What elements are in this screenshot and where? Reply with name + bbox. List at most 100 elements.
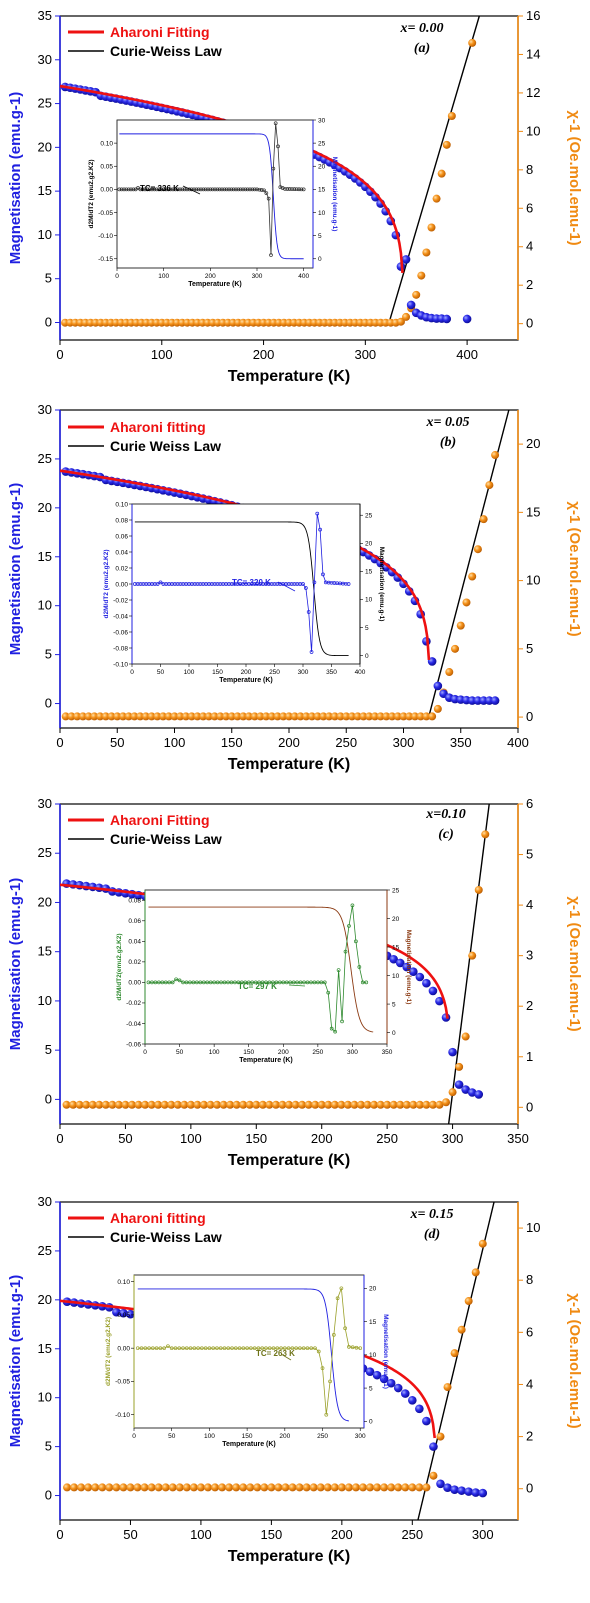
inset-y-tick-label: 0.10	[100, 140, 113, 147]
inset-d2m-point	[201, 187, 206, 192]
inset-d2m-point	[316, 980, 320, 985]
chi-inverse-point	[437, 169, 446, 178]
inset-chart: 0 50 100 150 200 250 300 350-0.06-0.04-0.020.00…	[116, 887, 412, 1064]
inset-d2m-point	[143, 1346, 148, 1351]
inset-d2m-point	[181, 980, 185, 985]
magnetisation-point	[462, 314, 472, 324]
magnetisation-point	[400, 1389, 410, 1398]
inset-d2m-point	[271, 980, 275, 985]
chi-inverse-point	[468, 38, 477, 47]
inset-x-tick-label: 300	[347, 1049, 358, 1056]
y-tick-label: 10	[38, 227, 52, 242]
inset-d2m-point	[191, 980, 196, 985]
inset-chart: 0 100 200 300 400-0.15-0.10-0.050.000.050.10…	[88, 117, 338, 288]
inset-d2m-point	[279, 1346, 283, 1351]
chi-inverse-point	[311, 1100, 320, 1109]
inset-x-tick-label: 0	[130, 669, 134, 676]
chi-inverse-point	[456, 621, 465, 630]
chi-inverse-point	[250, 712, 259, 721]
inset-d2m-point	[267, 980, 272, 985]
x-tick-label: 50	[118, 1131, 132, 1146]
inset-x-tick-label: 50	[168, 1433, 176, 1440]
chi-inverse-point	[118, 712, 127, 721]
inset-d2m-point	[157, 187, 161, 192]
inset-y2-tick-label: 10	[392, 973, 400, 980]
magnetisation-point	[415, 972, 425, 982]
chi-inverse-point	[176, 712, 185, 721]
chi-inverse-point	[258, 1100, 267, 1109]
inset-y2-axis-label: Magnetisation (emu.g-1)	[331, 157, 338, 232]
inset-chart: 0 50 100 150 200 250 300-0.10-0.050.000.050.10…	[105, 1274, 389, 1448]
chi-inverse-point	[70, 1483, 79, 1492]
chi-inverse-point	[409, 1100, 418, 1109]
chi-inverse-point	[428, 712, 437, 721]
inset-d2m-point	[285, 187, 290, 191]
y-tick-label: 20	[38, 1292, 52, 1307]
chi-inverse-point	[296, 712, 305, 721]
inset-d2m-point	[239, 980, 244, 985]
y2-tick-label: 10	[526, 1220, 540, 1235]
x-tick-label: 150	[261, 1527, 283, 1542]
legend-label-cw: Curie Weiss Law	[110, 438, 221, 454]
inset-tc-arrow	[280, 1353, 292, 1361]
inset-d2m-point	[188, 1346, 193, 1351]
inset-d2m-point	[224, 187, 229, 192]
inset-x-tick-label: 100	[209, 1049, 220, 1056]
y2-tick-label: 0	[526, 1099, 533, 1114]
chi-inverse-point	[337, 1483, 346, 1492]
x-tick-label: 200	[253, 347, 275, 362]
chi-inverse-point	[153, 712, 162, 721]
legend-label-fit: Aharoni Fitting	[110, 24, 210, 40]
inset-d2m-point	[350, 903, 355, 908]
chi-inverse-point	[307, 712, 316, 721]
y2-tick-label: 6	[526, 796, 533, 811]
inset-d2m-point	[354, 939, 358, 944]
chi-inverse-point	[112, 1483, 121, 1492]
inset-d2m-point	[283, 187, 287, 191]
chi-inverse-point	[353, 712, 362, 721]
chi-inverse-point	[445, 668, 454, 677]
legend-label-cw: Curie-Weiss Law	[110, 831, 222, 847]
x-tick-label: 150	[245, 1131, 267, 1146]
inset-d2m-point	[309, 650, 314, 654]
inset-d2m-point	[180, 187, 185, 192]
chi-inverse-point	[274, 1483, 283, 1492]
inset-d2m-point	[253, 980, 258, 985]
inset-d2m-point	[297, 187, 301, 192]
inset-d2m-point	[205, 980, 210, 985]
inset-d2m-point	[336, 968, 341, 972]
y-tick-label: 0	[45, 696, 52, 711]
inset-y-tick-label: -0.06	[113, 629, 128, 636]
chi-inverse-point	[107, 712, 116, 721]
inset-d2m-point	[343, 1326, 347, 1331]
inset-d2m-point	[328, 1379, 332, 1384]
inset-magnetisation-line	[134, 521, 349, 657]
chi-inverse-point	[170, 712, 179, 721]
inset-y-tick-label: -0.10	[113, 661, 128, 668]
chi-inverse-point	[161, 1483, 170, 1492]
inset-d2m-point	[195, 980, 199, 985]
chi-inverse-point	[239, 712, 248, 721]
y-tick-label: 30	[38, 1194, 52, 1209]
inset-y2-tick-label: 0	[318, 256, 322, 263]
inset-y-tick-label: 0.10	[115, 501, 128, 508]
inset-y-tick-label: 0.00	[128, 980, 141, 987]
inset-d2m-point	[181, 1346, 185, 1351]
y2-tick-label: 5	[526, 641, 533, 656]
inset-magnetisation-line	[137, 1288, 349, 1422]
chi-inverse-point	[468, 572, 477, 581]
legend-label-fit: Aharoni fitting	[110, 419, 206, 435]
chi-inverse-point	[422, 1100, 431, 1109]
y2-tick-label: 20	[526, 436, 540, 451]
inset-d2m-point	[312, 980, 317, 985]
inset-chart: 0 50 100 150 200 250 300 350 400-0.10-0.08-0.06-…	[103, 501, 385, 684]
inset-x-tick-label: 200	[205, 273, 216, 280]
inset-y-tick-label: 0.02	[115, 565, 128, 572]
x-tick-label: 300	[393, 735, 415, 750]
chi-inverse-point	[415, 1483, 424, 1492]
chi-inverse-point	[359, 712, 368, 721]
x-tick-label: 100	[190, 1527, 212, 1542]
y-tick-label: 5	[45, 1042, 52, 1057]
magnetisation-point	[429, 1442, 438, 1451]
inset-x-tick-label: 100	[204, 1433, 215, 1440]
